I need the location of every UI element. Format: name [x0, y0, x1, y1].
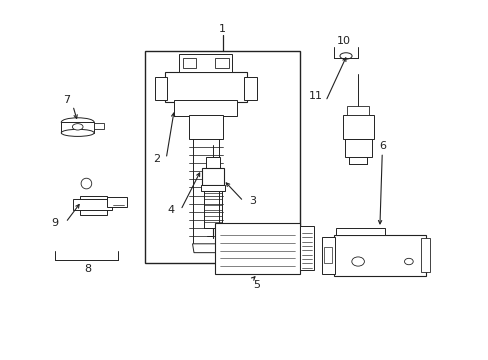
Bar — [333, 235, 425, 276]
Bar — [182, 58, 196, 68]
Text: 9: 9 — [51, 217, 59, 228]
Text: 3: 3 — [248, 196, 255, 206]
Bar — [336, 228, 384, 235]
Bar — [145, 51, 300, 263]
Bar — [324, 247, 331, 263]
Bar — [164, 72, 246, 102]
Bar — [420, 238, 429, 272]
Bar — [244, 77, 256, 100]
Polygon shape — [192, 244, 219, 253]
Circle shape — [351, 257, 364, 266]
Ellipse shape — [339, 53, 351, 59]
Bar — [73, 199, 111, 210]
Circle shape — [404, 258, 412, 265]
Ellipse shape — [61, 129, 94, 136]
Ellipse shape — [81, 178, 92, 189]
Bar — [155, 77, 167, 100]
Text: 10: 10 — [336, 36, 350, 46]
Bar — [174, 100, 237, 116]
Bar — [205, 157, 220, 169]
Ellipse shape — [61, 118, 94, 127]
Bar — [179, 54, 232, 72]
Bar — [80, 196, 106, 215]
Text: 1: 1 — [219, 24, 226, 34]
Bar — [300, 226, 313, 270]
Bar — [202, 168, 223, 185]
Bar — [347, 106, 368, 115]
Bar — [106, 197, 127, 207]
Text: 2: 2 — [153, 154, 160, 164]
Bar — [215, 222, 300, 274]
Text: 8: 8 — [83, 264, 91, 274]
Bar — [321, 237, 334, 274]
Bar — [344, 139, 371, 157]
Bar — [188, 115, 223, 139]
Text: 4: 4 — [167, 205, 174, 215]
Bar — [342, 115, 373, 139]
Bar — [215, 58, 228, 68]
Text: 11: 11 — [308, 91, 323, 101]
Bar — [201, 185, 224, 191]
Ellipse shape — [72, 123, 83, 130]
Text: 5: 5 — [253, 280, 260, 289]
Bar — [94, 123, 104, 129]
Text: 6: 6 — [378, 141, 385, 151]
Bar — [61, 122, 94, 133]
Text: 7: 7 — [63, 95, 70, 105]
